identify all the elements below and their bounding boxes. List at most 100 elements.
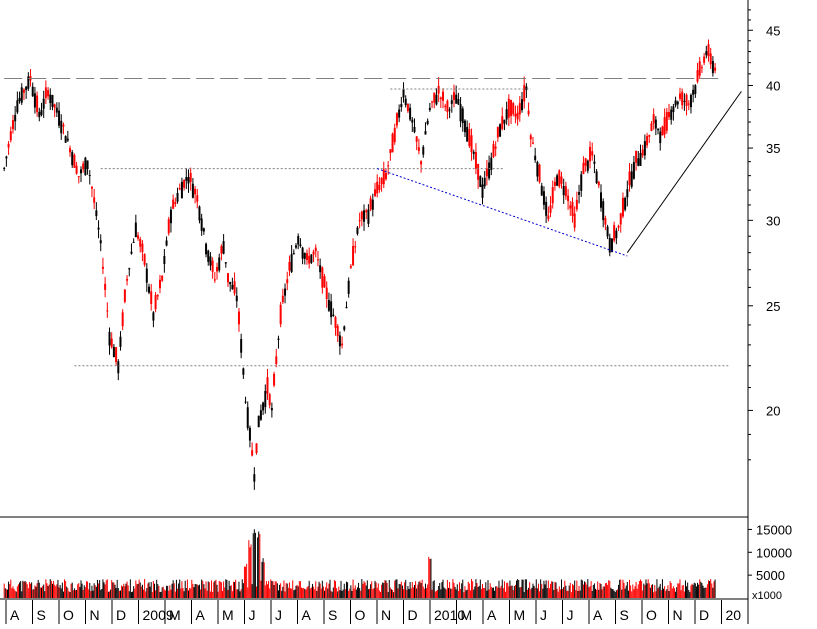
candle-body — [226, 273, 229, 283]
candle-body — [496, 127, 499, 138]
candle-body — [510, 99, 513, 116]
candle-body — [409, 107, 412, 120]
candle-body — [374, 189, 376, 196]
candle-body — [672, 106, 675, 113]
candle-body — [553, 181, 556, 186]
candle-body — [106, 310, 109, 312]
candle-body — [64, 136, 67, 143]
candle-body — [101, 266, 104, 269]
candle-body — [371, 199, 374, 210]
candle-body — [367, 209, 370, 224]
candle-body — [369, 198, 372, 210]
candle-body — [299, 244, 302, 247]
candle-body — [84, 157, 87, 176]
candle-body — [696, 70, 699, 82]
candle-body — [621, 197, 624, 217]
candle-body — [11, 120, 14, 129]
x-tick-label: A — [593, 607, 603, 623]
candle-body — [635, 150, 638, 163]
candle-body — [536, 162, 539, 177]
candle-body — [639, 153, 642, 166]
candle-body — [584, 158, 587, 166]
candle-body — [624, 197, 627, 210]
candle-body — [332, 314, 335, 316]
candle-body — [406, 103, 409, 111]
candle-body — [95, 210, 98, 217]
candle-body — [255, 443, 258, 454]
candle-body — [714, 67, 717, 71]
candle-body — [435, 94, 438, 105]
candle-body — [123, 289, 126, 302]
candle-body — [481, 184, 484, 198]
candle-body — [433, 92, 436, 103]
candle-body — [308, 255, 311, 264]
candle-body — [257, 415, 260, 428]
y-tick-label: 30 — [766, 213, 780, 228]
candle-body — [703, 56, 706, 63]
candle-body — [16, 100, 19, 113]
candle-body — [562, 185, 565, 196]
candle-body — [244, 401, 247, 403]
candle-body — [108, 331, 111, 346]
candle-body — [161, 275, 164, 281]
candle-body — [446, 100, 449, 113]
x-tick-label: O — [646, 607, 657, 623]
candle-body — [229, 281, 232, 285]
candle-body — [88, 175, 91, 177]
candle-body — [25, 86, 28, 91]
candle-body — [209, 256, 212, 266]
candle-body — [668, 112, 671, 118]
candle-body — [266, 377, 269, 394]
x-tick-label: N — [673, 607, 683, 623]
candle-body — [431, 101, 434, 103]
x-tick-label: S — [37, 607, 46, 623]
candle-body — [49, 94, 52, 104]
candle-body — [194, 188, 197, 195]
candle-body — [360, 211, 363, 220]
volume-tick-label: 15000 — [756, 522, 792, 537]
candle-body — [191, 183, 194, 198]
candle-body — [542, 191, 545, 205]
candle-body — [652, 114, 655, 124]
candle-body — [316, 259, 319, 261]
candle-body — [310, 254, 313, 263]
volume-tick-label: 5000 — [756, 568, 785, 583]
candle-body — [251, 450, 254, 456]
candle-body — [40, 109, 43, 116]
candle-body — [606, 226, 609, 237]
candle-body — [187, 177, 190, 184]
candle-body — [626, 189, 629, 198]
candle-body — [134, 222, 137, 238]
candle-body — [683, 100, 686, 102]
candle-body — [14, 114, 17, 122]
candle-body — [349, 266, 352, 268]
candle-body — [363, 210, 366, 222]
candle-body — [207, 250, 210, 262]
x-tick-label: J — [249, 607, 256, 623]
candle-body — [711, 60, 714, 74]
candle-body — [599, 192, 602, 208]
candle-body — [628, 171, 631, 186]
candle-body — [71, 152, 74, 166]
candle-body — [174, 202, 177, 205]
candle-body — [637, 158, 640, 166]
x-tick-label: D — [699, 607, 709, 623]
candle-body — [196, 195, 199, 202]
candle-body — [659, 131, 662, 144]
candle-body — [384, 172, 387, 180]
candle-body — [31, 86, 34, 97]
candle-body — [472, 151, 475, 154]
candle-body — [323, 276, 326, 288]
x-tick-label: M — [222, 607, 234, 623]
candle-body — [213, 279, 216, 281]
candle-body — [22, 89, 25, 93]
candle-body — [117, 361, 120, 374]
candle-body — [523, 85, 526, 102]
candle-body — [128, 268, 131, 270]
candle-body — [470, 135, 473, 153]
candle-body — [279, 304, 282, 325]
x-tick-label: A — [10, 607, 20, 623]
candle-body — [538, 164, 541, 183]
candle-body — [422, 146, 425, 155]
candle-body — [284, 288, 287, 296]
